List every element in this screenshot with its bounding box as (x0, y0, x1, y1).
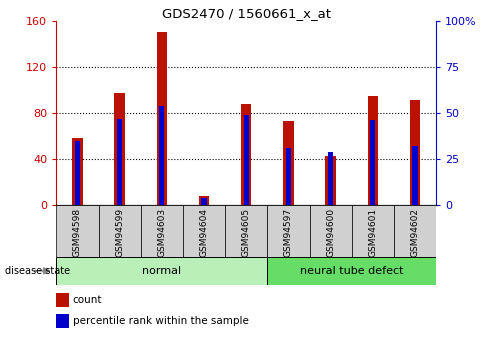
Text: disease state: disease state (5, 266, 70, 276)
Bar (56, 257, 268, 285)
Bar (114, 93, 125, 205)
Text: percentile rank within the sample: percentile rank within the sample (73, 316, 248, 326)
Bar (328, 152, 333, 205)
Bar (241, 104, 251, 205)
Bar (72, 138, 83, 205)
Text: count: count (73, 295, 102, 305)
Bar (394, 205, 436, 257)
Bar (141, 205, 183, 257)
Bar (286, 148, 291, 205)
Bar (117, 119, 122, 205)
Bar (183, 205, 225, 257)
Bar (225, 205, 268, 257)
Bar (370, 120, 375, 205)
Text: GSM94605: GSM94605 (242, 208, 251, 257)
Bar (268, 257, 436, 285)
Bar (368, 96, 378, 205)
Bar (283, 121, 294, 205)
Bar (268, 205, 310, 257)
Text: GSM94597: GSM94597 (284, 208, 293, 257)
Bar (310, 205, 352, 257)
Text: GSM94599: GSM94599 (115, 208, 124, 257)
Bar (410, 100, 420, 205)
Bar (413, 146, 417, 205)
Text: GSM94600: GSM94600 (326, 208, 335, 257)
Bar (157, 32, 167, 205)
Bar (98, 205, 141, 257)
Text: GSM94603: GSM94603 (157, 208, 166, 257)
Text: GSM94602: GSM94602 (411, 208, 419, 257)
Bar (199, 196, 209, 205)
Text: normal: normal (142, 266, 181, 276)
Bar (201, 198, 207, 205)
Bar (352, 205, 394, 257)
Title: GDS2470 / 1560661_x_at: GDS2470 / 1560661_x_at (162, 7, 331, 20)
Bar (159, 106, 164, 205)
Bar (244, 115, 249, 205)
Bar (56, 205, 98, 257)
Text: neural tube defect: neural tube defect (300, 266, 403, 276)
Bar (325, 156, 336, 205)
Text: GSM94604: GSM94604 (199, 208, 209, 257)
Text: GSM94598: GSM94598 (73, 208, 82, 257)
Text: GSM94601: GSM94601 (368, 208, 377, 257)
Bar (75, 141, 80, 205)
